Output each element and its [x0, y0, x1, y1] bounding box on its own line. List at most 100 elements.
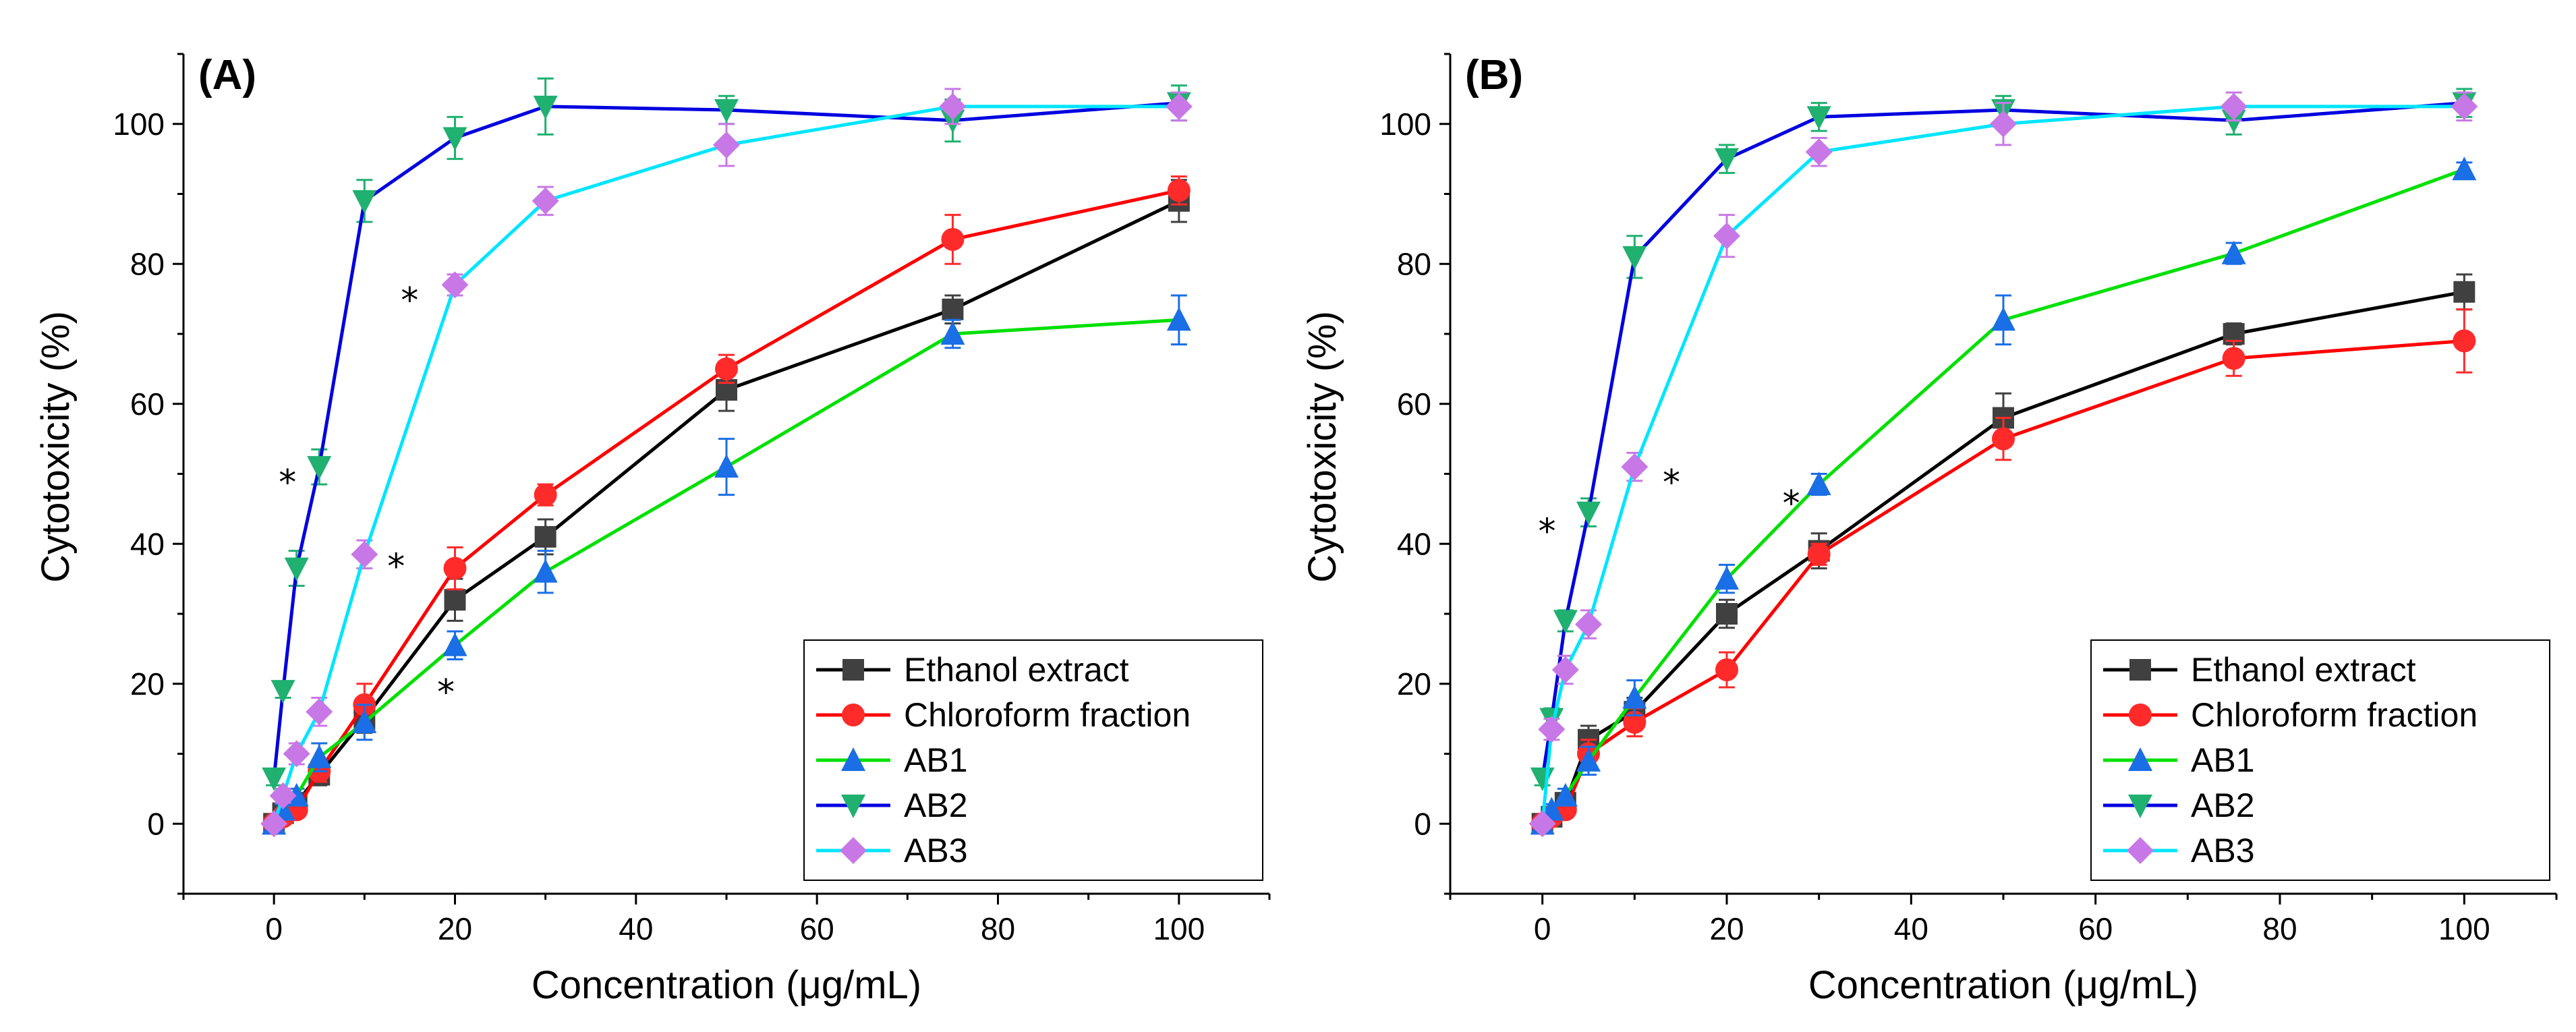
data-point — [1575, 610, 1602, 638]
data-point — [306, 698, 333, 726]
data-point — [1530, 767, 1555, 791]
data-point — [441, 271, 469, 299]
legend-label: Chloroform fraction — [904, 696, 1191, 734]
legend: Ethanol extract Chloroform fraction AB1 AB2… — [2090, 639, 2550, 881]
legend-label: Chloroform fraction — [2191, 696, 2478, 734]
x-tick-label: 80 — [981, 911, 1015, 946]
data-point — [2453, 281, 2475, 303]
data-point — [1622, 685, 1647, 709]
panel-label: (A) — [198, 52, 256, 98]
significance-star: * — [401, 281, 418, 321]
legend-label: AB3 — [904, 832, 968, 869]
data-point — [715, 357, 738, 380]
data-point — [1553, 782, 1578, 807]
y-tick-label: 40 — [1397, 526, 1431, 561]
x-tick-label: 80 — [2262, 911, 2297, 946]
legend-marker — [2127, 837, 2154, 864]
data-point — [534, 483, 557, 507]
x-tick-label: 20 — [1709, 911, 1744, 946]
x-tick-label: 40 — [619, 911, 653, 946]
data-point — [283, 740, 310, 768]
data-point — [1716, 603, 1738, 625]
legend-label: AB2 — [2191, 786, 2255, 824]
series-ab1 — [1530, 156, 2477, 835]
data-point — [1992, 427, 2015, 451]
y-tick-label: 0 — [1414, 806, 1431, 841]
data-point — [714, 99, 739, 123]
legend-item: AB3 — [816, 832, 968, 869]
panel-label: (B) — [1465, 52, 1523, 98]
data-point — [2453, 329, 2476, 353]
legend-marker — [2128, 747, 2152, 771]
data-point — [532, 187, 559, 214]
legend-marker — [2129, 704, 2152, 726]
data-point — [714, 454, 739, 478]
data-point — [1805, 138, 1833, 166]
significance-star: * — [387, 546, 405, 587]
legend-item: AB2 — [2103, 786, 2255, 824]
y-tick-label: 0 — [147, 806, 165, 841]
data-point — [262, 767, 287, 791]
legend-item: AB3 — [2103, 832, 2255, 869]
data-point — [1576, 501, 1601, 525]
data-point — [1576, 747, 1601, 772]
data-point — [1551, 656, 1579, 683]
data-point — [2221, 240, 2246, 264]
data-point — [940, 321, 965, 345]
significance-star: * — [437, 672, 455, 713]
legend-marker — [2128, 795, 2152, 818]
data-point — [1166, 307, 1191, 331]
legend-marker — [842, 704, 865, 726]
data-point — [1167, 179, 1191, 202]
series-line — [272, 105, 1179, 825]
y-tick-label: 80 — [130, 246, 165, 281]
data-point — [534, 525, 556, 548]
y-axis-title: Cytotoxicity (%) — [34, 311, 78, 583]
y-tick-label: 60 — [1397, 386, 1431, 422]
series-line — [1541, 105, 2465, 824]
data-point — [443, 556, 467, 580]
legend-marker — [842, 659, 864, 681]
data-point — [1713, 222, 1740, 250]
legend-label: AB2 — [904, 786, 968, 824]
data-point — [1715, 148, 1739, 172]
y-tick-label: 60 — [130, 386, 165, 422]
legend-label: AB1 — [904, 741, 968, 779]
x-axis-title: Concentration (μg/mL) — [1808, 963, 2198, 1007]
y-tick-label: 20 — [1397, 666, 1431, 701]
data-point — [1807, 542, 1831, 566]
data-point — [1806, 471, 1831, 496]
x-tick-label: 60 — [800, 911, 834, 946]
data-point — [352, 709, 377, 733]
data-point — [352, 190, 377, 214]
significance-star: * — [279, 463, 296, 503]
y-tick-label: 40 — [130, 526, 165, 561]
significance-star: * — [1663, 463, 1680, 503]
data-point — [442, 127, 467, 151]
series-line — [272, 101, 1180, 779]
chart-panel-a: 0 20 40 60 80 100 0 20 40 60 80 100 Concentration (μ… — [34, 52, 1271, 1007]
data-point — [1622, 246, 1647, 270]
data-point — [270, 680, 295, 704]
legend-marker — [841, 747, 865, 771]
legend-marker — [2129, 659, 2151, 681]
data-point — [1806, 106, 1831, 130]
series-ab3 — [260, 88, 1193, 838]
data-point — [1990, 110, 2017, 138]
data-point — [307, 456, 332, 480]
data-point — [533, 95, 558, 119]
data-point — [269, 782, 297, 809]
legend-item: Chloroform fraction — [2103, 696, 2478, 734]
data-point — [442, 632, 467, 656]
legend-label: AB3 — [2191, 832, 2255, 869]
legend-item: Chloroform fraction — [816, 696, 1191, 734]
x-tick-label: 100 — [2438, 911, 2490, 946]
legend-item: AB2 — [816, 786, 968, 824]
data-point — [1715, 658, 1738, 681]
legend-label: AB1 — [2191, 741, 2255, 779]
data-point — [942, 298, 964, 320]
data-point — [941, 227, 965, 251]
data-point — [1991, 307, 2015, 331]
significance-star: * — [1539, 512, 1556, 552]
data-point — [284, 557, 309, 581]
